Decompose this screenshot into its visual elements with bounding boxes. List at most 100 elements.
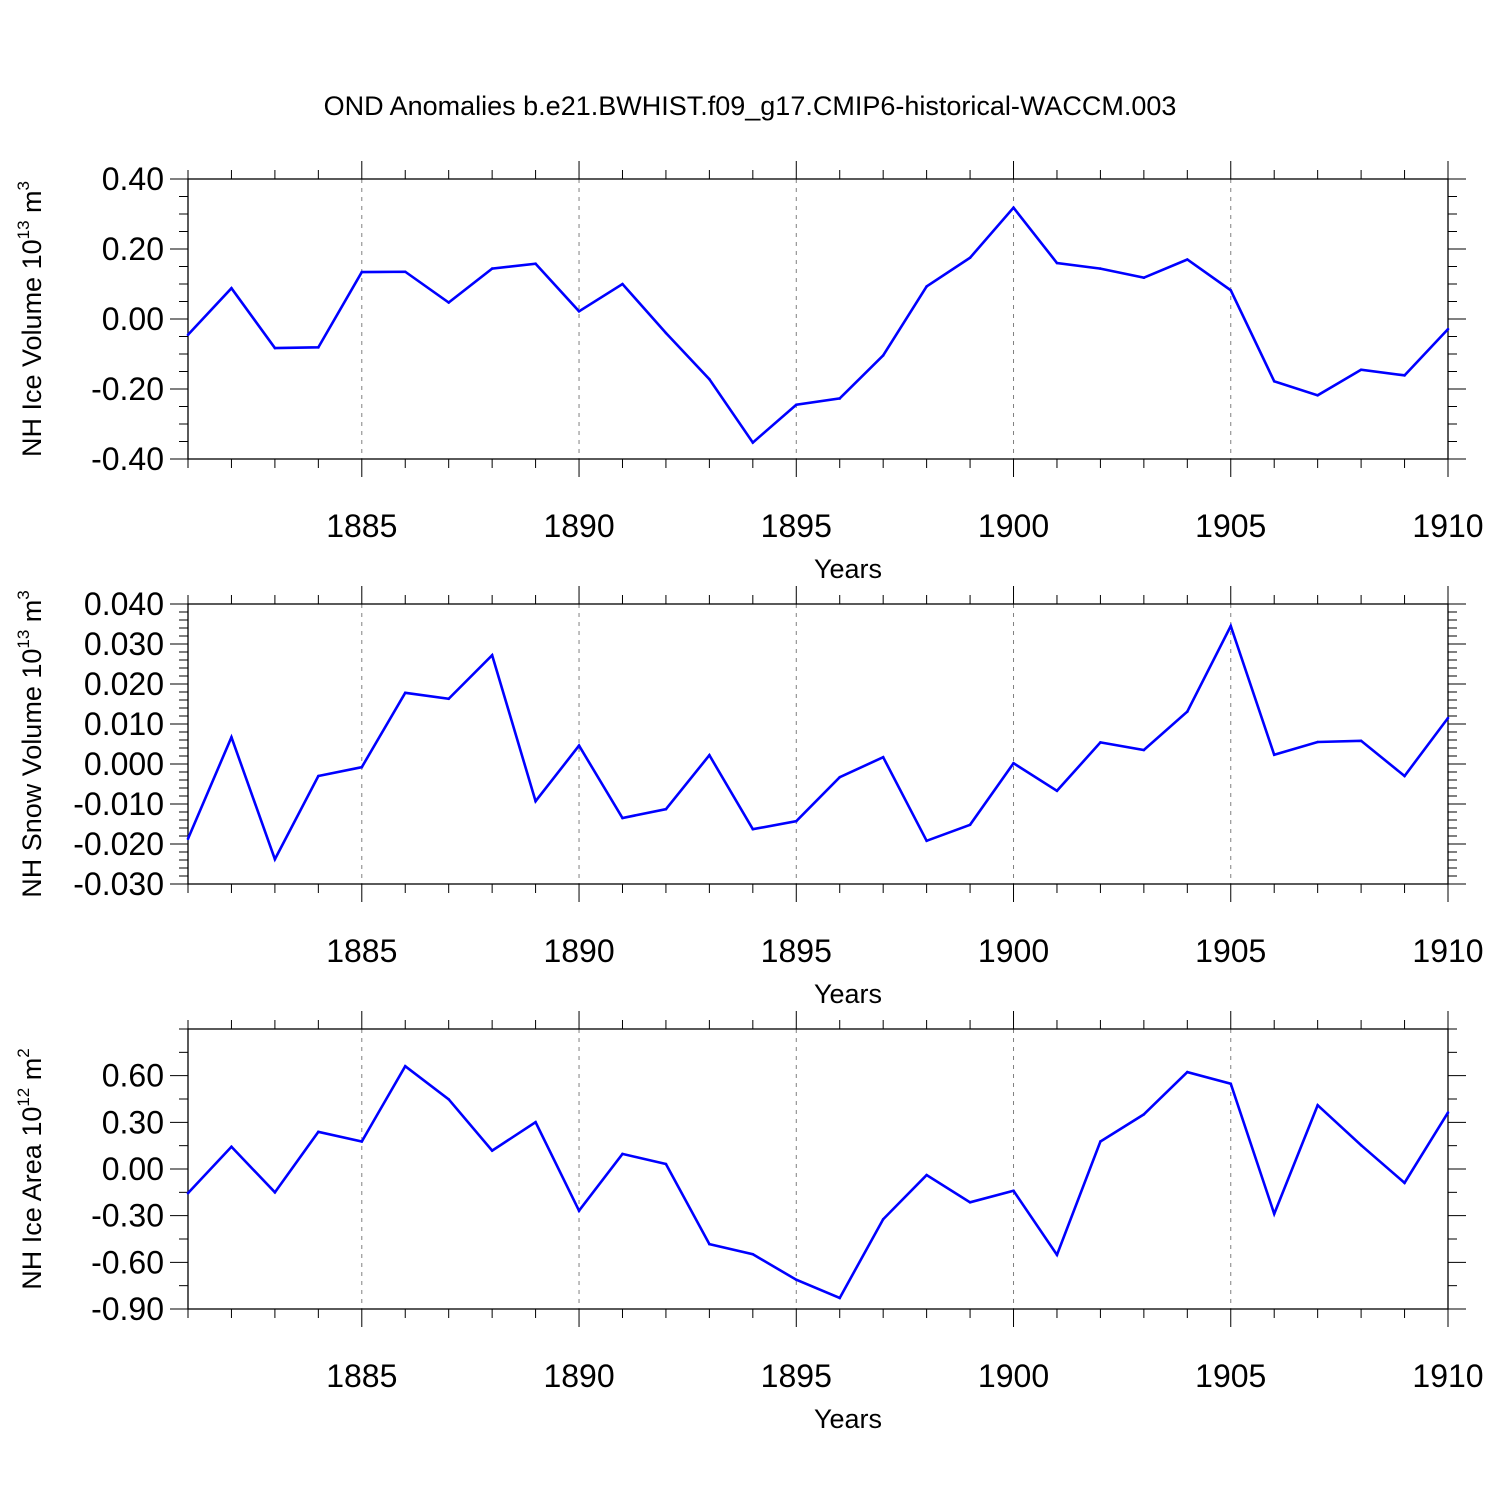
data-point [925,839,928,843]
y-tick-label: 0.000 [84,746,164,782]
data-point [186,837,190,841]
data-point [881,354,885,357]
data-point [447,1098,450,1101]
data-point [881,755,885,759]
data-point [577,310,581,313]
data-point [230,1145,233,1149]
data-point [838,397,842,400]
data-point [273,346,277,350]
data-point [1142,748,1146,752]
data-point [1272,753,1276,757]
y-tick-label: 0.010 [84,706,164,742]
data-point [794,403,798,407]
data-point [447,697,450,701]
y-axis-label-unit: m [17,190,47,220]
data-point [1359,739,1363,743]
data-point [1229,289,1233,292]
chart-panel-1: -0.40 -0.20 0.00 0.20 0.40 1885 1890 1895 1900 19… [14,161,1484,584]
plot-frame [187,603,1449,885]
data-point [1446,327,1450,331]
data-point [1359,1143,1363,1147]
data-point [1229,1082,1233,1086]
data-point [1316,394,1319,397]
data-point [968,1200,972,1204]
x-tick-label: 1910 [1412,1358,1483,1394]
data-point [1229,624,1233,628]
data-point [838,775,842,779]
data-point [186,1191,190,1195]
y-tick-label: 0.30 [102,1104,164,1140]
y-tick-label: -0.020 [73,826,164,862]
y-tick-label: 0.40 [102,161,164,197]
data-point [403,1064,407,1068]
data-point [1099,741,1102,744]
data-point [925,285,928,288]
data-point [1403,774,1406,778]
x-tick-label: 1910 [1412,508,1483,544]
y-tick-label: 0.60 [102,1058,164,1094]
data-point [621,282,624,286]
x-axis-label: Years [814,1404,882,1434]
series-line-1 [187,1064,1450,1300]
data-point [1186,1070,1189,1074]
x-tick-label: 1895 [761,508,832,544]
data-point [273,857,277,861]
data-point [664,1162,668,1166]
data-point [1186,258,1189,261]
data-point [490,267,494,270]
data-point [273,1191,277,1194]
y-axis-label: NH Snow Volume 1013 m3 [14,590,47,898]
data-point [1012,1189,1015,1193]
data-point [751,827,755,831]
x-tick-label: 1900 [978,933,1049,969]
y-tick-label: 0.00 [102,1151,164,1187]
data-point [664,807,668,811]
data-point [447,301,450,304]
data-point [1055,789,1059,793]
figure-title: OND Anomalies b.e21.BWHIST.f09_g17.CMIP6… [324,91,1177,121]
x-tick-label: 1905 [1195,1358,1266,1394]
data-point [621,816,624,820]
x-tick-label: 1895 [761,1358,832,1394]
y-axis-label-unit: m [17,600,47,630]
y-axis-label-exponent: 13 [14,630,33,649]
y-axis-label: NH Ice Volume 1013 m3 [14,181,47,457]
data-point [1099,267,1102,270]
x-tick-label: 1890 [543,508,614,544]
y-axis-label-text: NH Snow Volume 10 [17,649,47,898]
data-point [664,331,668,335]
data-point [1272,380,1276,383]
y-axis-label: NH Ice Area 1012 m2 [14,1048,47,1289]
y-axis-label-unit-exponent: 3 [14,181,33,190]
data-point [1012,206,1015,209]
y-tick-label: 0.00 [102,301,164,337]
y-tick-label: -0.30 [91,1198,164,1234]
y-tick-label: -0.90 [91,1291,164,1327]
data-point [1055,1253,1059,1257]
data-point [360,270,364,274]
data-point [1272,1212,1276,1216]
y-tick-label: 0.030 [84,626,164,662]
data-point [577,744,581,747]
y-axis-label-unit-exponent: 2 [14,1048,33,1057]
data-point [1142,1113,1146,1116]
data-point [186,333,190,337]
y-axis-label-unit-exponent: 3 [14,590,33,599]
data-point [490,1149,494,1152]
x-tick-label: 1900 [978,508,1049,544]
data-point [708,753,711,757]
data-point [968,823,972,827]
x-tick-label: 1905 [1195,933,1266,969]
y-tick-label: -0.010 [73,786,164,822]
plot-frame [187,178,1449,460]
data-point [708,1242,711,1246]
data-point [534,262,537,266]
data-point [490,653,494,657]
chart-panel-2: -0.030 -0.020 -0.010 0.000 0.010 0.020 0.030 0.… [14,586,1484,1009]
data-point [577,1209,581,1212]
data-point [621,1152,624,1156]
data-point [1012,761,1015,765]
y-axis-label-exponent: 12 [14,1088,33,1107]
data-point [794,1278,798,1282]
y-axis-label-text: NH Ice Volume 10 [17,239,47,457]
